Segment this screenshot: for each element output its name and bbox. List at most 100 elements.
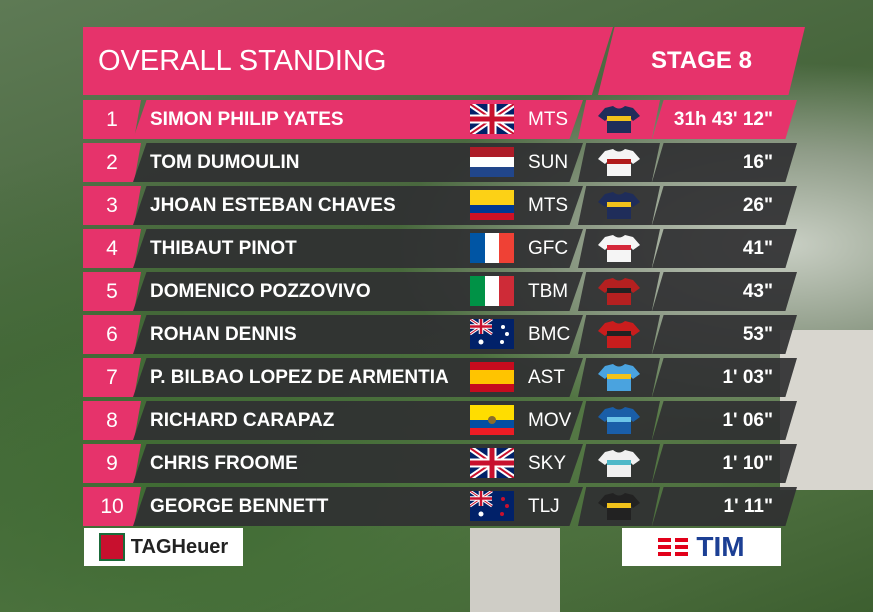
team-text: MOV	[528, 409, 572, 431]
time-cell-text: 53"	[742, 323, 773, 345]
graphic-part	[499, 233, 514, 263]
team: MTS	[528, 100, 568, 139]
time-cell-text: 1' 10"	[722, 452, 773, 474]
graphic-part	[470, 147, 514, 157]
jersey-cell	[578, 100, 660, 139]
rank-cell-text: 9	[106, 451, 118, 475]
sponsor-left: TAGHeuer	[84, 528, 243, 566]
rank-cell: 10	[83, 487, 141, 526]
flag	[470, 362, 514, 392]
rank-cell-text: 10	[100, 494, 124, 518]
graphic-part	[607, 417, 631, 422]
team: TLJ	[528, 487, 560, 526]
time-cell: 1' 03"	[652, 358, 797, 397]
team-text: AST	[528, 366, 565, 388]
graphic-part	[488, 416, 496, 424]
name-cell-text: JHOAN ESTEBAN CHAVES	[150, 194, 396, 216]
graphic-part	[598, 450, 640, 477]
jersey-cell	[578, 315, 660, 354]
name-cell: THIBAUT PINOT	[133, 229, 583, 268]
graphic-part	[470, 448, 514, 478]
graphic-part	[470, 233, 514, 263]
name-cell: DOMENICO POZZOVIVO	[133, 272, 583, 311]
time-cell-text: 26"	[742, 194, 773, 216]
time-cell: 1' 06"	[652, 401, 797, 440]
name-cell: GEORGE BENNETT	[133, 487, 583, 526]
graphic-part	[607, 116, 631, 121]
graphic-part	[598, 364, 640, 391]
team-text: GFC	[528, 237, 569, 259]
graphic-part	[470, 405, 514, 420]
graphic-part	[671, 538, 676, 556]
name-cell-text: GEORGE BENNETT	[150, 495, 329, 517]
graphic-part	[470, 190, 514, 220]
time-cell-text: 1' 03"	[722, 366, 773, 388]
graphic-part	[470, 104, 514, 134]
jersey-cell	[578, 401, 660, 440]
graphic-part	[598, 278, 640, 305]
time-cell: 53"	[652, 315, 797, 354]
rank-cell: 4	[83, 229, 141, 268]
graphic-part	[470, 167, 514, 177]
graphic-part	[598, 235, 640, 262]
flag	[468, 101, 516, 137]
graphic-part	[598, 407, 640, 434]
jersey-cell	[578, 272, 660, 311]
time-cell: 1' 11"	[652, 487, 797, 526]
graphic-part	[470, 276, 514, 306]
rank-cell: 3	[83, 186, 141, 225]
title-bar: OVERALL STANDING	[83, 27, 613, 95]
graphic-part	[505, 504, 509, 508]
graphic-part	[470, 319, 492, 334]
graphic-part	[598, 192, 640, 219]
graphic-part	[470, 370, 514, 384]
jersey-cell	[578, 229, 660, 268]
flag	[470, 405, 514, 435]
team-text: MTS	[528, 108, 569, 130]
time-cell: 31h 43' 12"	[652, 100, 797, 139]
jersey-cell	[578, 358, 660, 397]
team-text: SUN	[528, 151, 569, 173]
stage: STAGE 8	[651, 47, 752, 74]
time-cell-text: 1' 06"	[722, 409, 773, 431]
graphic-part	[469, 317, 514, 349]
graphic-part	[485, 233, 499, 263]
graphic-part	[607, 503, 631, 508]
graphic-part	[607, 202, 631, 207]
flag	[469, 317, 514, 349]
graphic-part	[478, 339, 484, 345]
team: SUN	[528, 143, 568, 182]
rank-cell-text: 7	[106, 365, 118, 389]
time-cell: 43"	[652, 272, 797, 311]
time-cell: 1' 10"	[652, 444, 797, 483]
team-text: BMC	[528, 323, 571, 345]
stage-box: STAGE 8	[598, 27, 805, 95]
time-cell: 26"	[652, 186, 797, 225]
graphic-part	[470, 405, 514, 435]
graphic-part	[470, 147, 514, 177]
background-building	[780, 330, 873, 490]
rank-cell: 9	[83, 444, 141, 483]
flag	[470, 276, 514, 306]
rank-cell: 1	[83, 100, 141, 139]
rank-cell: 2	[83, 143, 141, 182]
name-cell: SIMON PHILIP YATES	[133, 100, 583, 139]
graphic-part	[470, 362, 514, 392]
graphic-part	[607, 460, 631, 465]
time-cell-text: 31h 43' 12"	[673, 108, 773, 130]
graphic-part	[607, 159, 631, 164]
rank-cell: 7	[83, 358, 141, 397]
graphic-part	[607, 288, 631, 293]
graphic-part	[485, 276, 499, 306]
name-cell: RICHARD CARAPAZ	[133, 401, 583, 440]
jersey-cell	[578, 444, 660, 483]
time-cell-text: 43"	[742, 280, 773, 302]
graphic-part	[470, 213, 514, 220]
rank-cell-text: 2	[106, 150, 118, 174]
team: MTS	[528, 186, 568, 225]
name-cell-text: SIMON PHILIP YATES	[150, 108, 344, 130]
flag	[470, 147, 514, 177]
graphic-part	[468, 445, 516, 481]
team-text: MTS	[528, 194, 569, 216]
